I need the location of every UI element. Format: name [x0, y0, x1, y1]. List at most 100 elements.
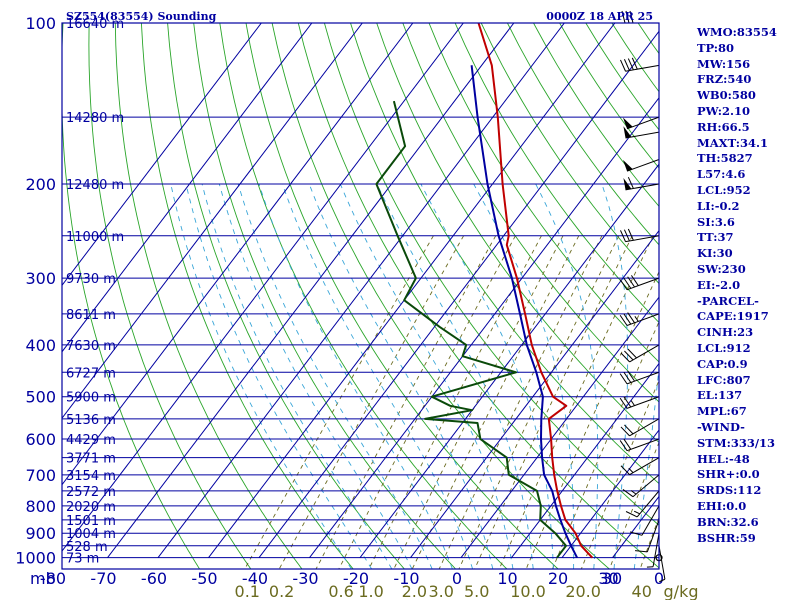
height-label: 7630 m — [66, 339, 116, 354]
dry-adiabat-line — [376, 23, 659, 444]
moist-adiabat-line — [185, 183, 372, 569]
sounding-index-line: -WIND- — [697, 419, 745, 434]
height-label: 528 m — [66, 540, 108, 555]
sounding-index-line: SI:3.6 — [697, 214, 735, 229]
moist-adiabat-line — [281, 183, 474, 569]
height-label: 8611 m — [66, 308, 116, 323]
pressure-tick-label: 300 — [25, 269, 56, 288]
sounding-datetime: 0000Z 18 APR 25 — [546, 10, 653, 23]
sounding-index-line: CAP:0.9 — [697, 356, 748, 371]
wind-barb — [635, 519, 660, 553]
dry-adiabat-line — [114, 23, 303, 569]
dry-adiabat-line — [193, 23, 456, 569]
moist-adiabat-line — [218, 183, 413, 569]
moist-adiabat-line — [201, 183, 393, 569]
wind-barb — [620, 57, 660, 72]
sounding-index-line: HEL:-48 — [697, 451, 750, 466]
sounding-index-line: LFC:807 — [697, 372, 751, 387]
dry-adiabat-line — [428, 23, 659, 363]
sounding-indices-panel: WMO:83554 TP:80 MW:156 FRZ:540 WB0:580 PW:2.1… — [697, 25, 800, 546]
wind-barb — [629, 505, 660, 536]
moist-adiabat-line — [376, 183, 534, 569]
dry-adiabat-line — [506, 23, 659, 246]
wind-barb — [622, 159, 660, 172]
mixing-ratio-line — [315, 235, 497, 569]
dry-adiabat-line — [140, 23, 354, 569]
station-title: SZ554(83554) Sounding — [66, 10, 217, 23]
sounding-index-line: WMO:83554 — [697, 25, 777, 39]
wind-barb — [623, 126, 660, 139]
sounding-index-line: SRDS:112 — [697, 483, 762, 498]
wind-barb — [623, 176, 660, 191]
moist-adiabat-line — [170, 183, 352, 569]
wind-barb — [622, 474, 660, 498]
isotherm-line — [309, 96, 659, 558]
dry-adiabat-line — [480, 23, 659, 285]
dry-adiabat-line — [245, 23, 559, 569]
isotherm-line — [62, 23, 414, 486]
isotherm-line — [511, 362, 659, 558]
sounding-index-line: CINH:23 — [697, 325, 754, 340]
temperature-tick-label: -60 — [141, 569, 167, 588]
mixing-ratio-tick-label: 1.0 — [358, 582, 383, 600]
dewpoint-profile-line — [375, 100, 567, 559]
wind-barb — [658, 545, 666, 583]
moist-adiabat-line — [601, 183, 629, 569]
sounding-index-line: EL:137 — [697, 388, 743, 403]
sounding-index-line: TH:5827 — [697, 151, 753, 166]
dry-adiabat-line — [62, 23, 200, 569]
wind-barb — [619, 438, 660, 452]
wind-barb — [646, 533, 660, 568]
temperature-tick-label: 20 — [548, 569, 568, 588]
dry-adiabat-line — [167, 23, 405, 569]
wind-barb — [619, 275, 660, 291]
isotherm-line — [62, 23, 262, 287]
height-label: 11000 m — [66, 230, 124, 245]
sounding-index-line: MW:156 — [697, 56, 751, 71]
pressure-tick-label: 900 — [25, 524, 56, 543]
pressure-tick-label: 500 — [25, 388, 56, 407]
temperature-tick-label: -40 — [242, 569, 268, 588]
temperature-tick-label: 30 — [598, 569, 618, 588]
wind-barb — [625, 490, 660, 518]
wind-barb — [620, 457, 660, 476]
sounding-index-line: FRZ:540 — [697, 72, 752, 87]
mixing-ratio-tick-label: 0.2 — [269, 582, 294, 600]
height-label: 4429 m — [66, 433, 116, 448]
temperature-tick-label: -70 — [90, 569, 116, 588]
moist-adiabat-line — [420, 183, 554, 569]
moist-adiabat-line — [535, 183, 599, 569]
sounding-index-line: LCL:952 — [697, 182, 751, 197]
pressure-tick-label: 700 — [25, 466, 56, 485]
wind-barb — [620, 228, 660, 243]
sounding-index-line: BSHR:59 — [697, 530, 756, 545]
pressure-tick-label: 400 — [25, 336, 56, 355]
temperature-tick-label: -80 — [40, 569, 66, 588]
sounding-index-line: CAPE:1917 — [697, 309, 769, 324]
mixing-ratio-line — [525, 270, 659, 569]
moist-adiabat-line — [339, 183, 514, 569]
mixing-ratio-tick-label: 0.6 — [328, 582, 353, 600]
temperature-tick-label: -10 — [393, 569, 419, 588]
isotherm-line — [62, 23, 313, 353]
pressure-tick-label: 100 — [25, 14, 56, 33]
moist-adiabat-line — [473, 183, 575, 569]
parcel-path-line — [470, 65, 578, 559]
height-label: 6727 m — [66, 366, 116, 381]
mixing-ratio-line — [438, 235, 603, 569]
sounding-index-line: MAXT:34.1 — [697, 135, 768, 150]
temperature-tick-label: -50 — [191, 569, 217, 588]
sounding-index-line: WB0:580 — [697, 88, 756, 103]
mixing-ratio-tick-label: 20.0 — [565, 582, 601, 600]
isotherm-line — [107, 23, 515, 558]
dry-adiabat-line — [454, 23, 659, 324]
height-label: 14280 m — [66, 111, 124, 126]
height-label: 2020 m — [66, 500, 116, 515]
sounding-index-line: TT:37 — [697, 230, 734, 245]
height-label: 1501 m — [66, 514, 116, 529]
mixing-ratio-tick-label: 5.0 — [464, 582, 489, 600]
pressure-tick-label: 200 — [25, 175, 56, 194]
wind-barb — [619, 312, 660, 326]
wind-axis-tick-label: 0 — [654, 569, 664, 588]
sounding-index-line: STM:333/13 — [697, 435, 776, 450]
